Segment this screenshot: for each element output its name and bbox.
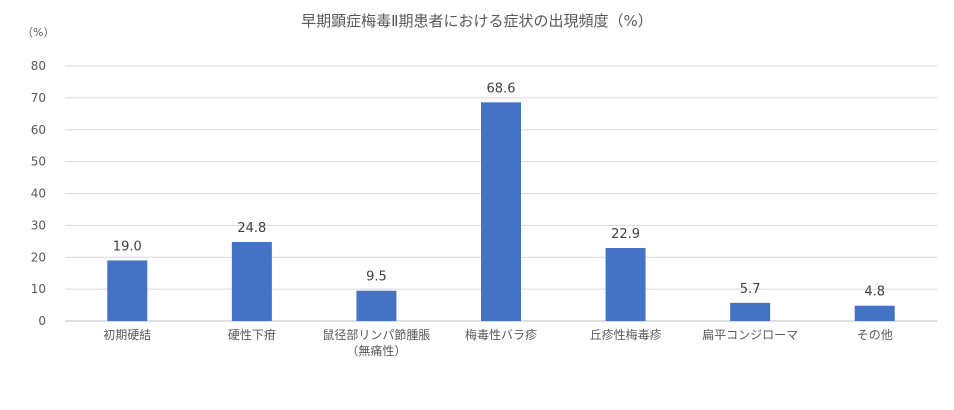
y-tick-label: 20 xyxy=(31,250,46,264)
y-tick-label: 60 xyxy=(31,123,46,137)
bar xyxy=(231,241,272,321)
x-tick-label: 初期硬結 xyxy=(103,328,151,342)
y-tick-label: 50 xyxy=(31,155,46,169)
x-tick-label: （無痛性） xyxy=(346,343,406,358)
data-label: 4.8 xyxy=(864,285,885,300)
bar xyxy=(730,302,771,321)
data-label: 68.6 xyxy=(487,81,516,96)
y-tick-label: 80 xyxy=(31,59,46,73)
x-tick-label: 硬性下疳 xyxy=(228,327,276,342)
y-tick-label: 0 xyxy=(38,314,46,328)
chart-title: 早期顕症梅毒Ⅱ期患者における症状の出現頻度（%） xyxy=(301,12,653,30)
bar xyxy=(605,248,646,321)
data-label: 24.8 xyxy=(237,221,266,236)
bar xyxy=(481,102,521,322)
bar xyxy=(356,290,397,321)
x-tick-label: 扁平コンジローマ xyxy=(702,328,798,342)
y-tick-label: 70 xyxy=(31,91,46,105)
x-tick-label: 梅毒性バラ疹 xyxy=(465,327,537,342)
y-tick-label: 10 xyxy=(31,282,46,296)
y-tick-label: 40 xyxy=(31,187,46,201)
x-tick-label: その他 xyxy=(857,328,893,342)
y-tick-label: 30 xyxy=(31,218,46,232)
x-tick-label: 丘疹性梅毒疹 xyxy=(590,327,662,342)
data-label: 5.7 xyxy=(740,282,761,297)
bar xyxy=(854,305,895,321)
data-label: 19.0 xyxy=(113,239,142,254)
x-tick-label: 鼠径部リンパ節腫脹 xyxy=(322,327,430,342)
bar xyxy=(107,260,148,321)
y-axis-unit-label: （%） xyxy=(22,26,55,39)
data-label: 22.9 xyxy=(611,227,640,242)
data-label: 9.5 xyxy=(366,270,387,285)
